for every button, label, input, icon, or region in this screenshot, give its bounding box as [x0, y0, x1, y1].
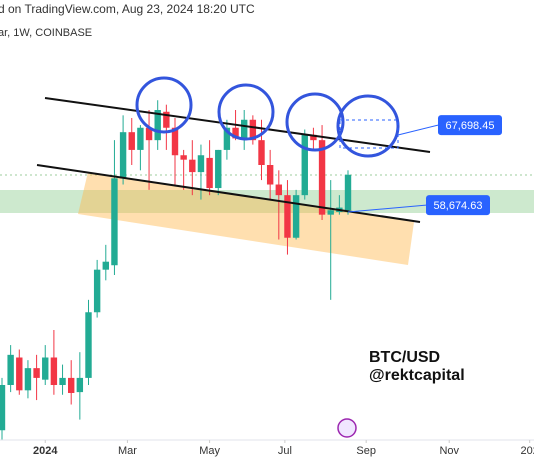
candle-body: [128, 132, 135, 150]
candle-body: [301, 134, 308, 196]
circle: [135, 76, 193, 134]
x-axis-labels: 2024 Mar May Jul Sep Nov 202: [33, 440, 534, 457]
x-tick-label: 202: [520, 445, 534, 457]
candle-body: [241, 119, 248, 139]
candle-body: [163, 111, 170, 128]
candle-body: [111, 178, 118, 266]
candle-body: [171, 127, 179, 156]
channel-zone: [78, 172, 414, 265]
candle-body: [249, 119, 257, 141]
candle-body: [275, 184, 283, 196]
circle: [285, 92, 345, 152]
label-connector: [397, 124, 439, 136]
candle-body: [145, 127, 153, 141]
candle-body: [119, 132, 127, 179]
source-text: d on TradingView.com, Aug 23, 2024 18:20…: [0, 2, 255, 16]
candle-body: [197, 155, 205, 173]
x-tick-label: Mar: [118, 445, 137, 457]
annotation: BTC/USD: [369, 349, 440, 366]
candle-body: [7, 354, 14, 385]
symbol-text: ar, 1W, COINBASE: [0, 27, 92, 39]
candle-body: [215, 149, 222, 189]
circle: [217, 83, 275, 141]
candles: [0, 100, 352, 440]
candle-body: [258, 140, 265, 165]
selection-box: [339, 119, 399, 149]
circles: [135, 76, 400, 158]
trendline: [44, 97, 431, 153]
x-tick-label: Nov: [439, 445, 459, 457]
candle-body: [189, 159, 196, 173]
candle-body: [206, 157, 213, 189]
candle-body: [310, 134, 317, 141]
candle-body: [318, 140, 326, 215]
candle-body: [67, 377, 75, 393]
circle: [336, 94, 400, 158]
x-tick-label: Jul: [278, 445, 292, 457]
candle-body: [223, 127, 231, 150]
candle-body: [180, 155, 187, 160]
candle-body: [50, 357, 58, 385]
logo: [337, 418, 357, 438]
x-tick-label: 2024: [33, 445, 58, 457]
candle-body: [327, 210, 334, 215]
candle-body: [284, 195, 291, 238]
candle-body: [137, 127, 144, 150]
candle-body: [16, 357, 23, 391]
candle-body: [292, 195, 300, 238]
x-tick-label: May: [199, 445, 220, 457]
price-label: 67,698.45: [446, 120, 495, 132]
candle-body: [24, 368, 32, 391]
candle-body: [42, 357, 49, 380]
x-tick-label: Sep: [356, 445, 376, 457]
candle-body: [93, 269, 101, 313]
candle-body: [59, 377, 66, 385]
candle-body: [0, 385, 6, 431]
candle-body: [76, 377, 84, 393]
price-label: 58,674.63: [434, 200, 483, 212]
candle-body: [102, 261, 109, 270]
price-labels: 67,698.45 58,674.63: [347, 115, 502, 216]
candle-body: [266, 165, 274, 185]
candle-body: [33, 368, 40, 378]
annotation: @rektcapital: [369, 367, 465, 384]
price-label-box: [438, 115, 502, 136]
candle-body: [344, 174, 352, 211]
candle-body: [85, 312, 92, 378]
trendline: [36, 164, 421, 223]
price-label-box: [426, 195, 490, 216]
candle-body: [154, 110, 161, 141]
label-connector: [347, 204, 427, 213]
candle-body: [232, 127, 239, 139]
